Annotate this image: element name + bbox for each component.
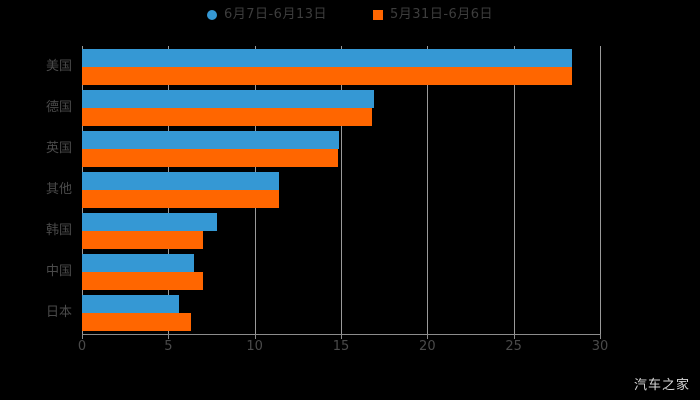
y-axis-label: 日本 bbox=[45, 305, 72, 321]
bar[interactable] bbox=[82, 295, 179, 314]
x-axis-tick-label: 25 bbox=[505, 339, 522, 354]
gridline bbox=[600, 46, 601, 334]
legend-item[interactable]: 6月7日-6月13日 bbox=[206, 7, 327, 22]
bar[interactable] bbox=[82, 213, 217, 232]
y-axis-labels: 美国德国英国其他韩国中国日本 bbox=[0, 46, 72, 334]
y-axis-label: 中国 bbox=[45, 264, 72, 280]
bar[interactable] bbox=[82, 107, 373, 126]
gridline bbox=[513, 46, 515, 334]
plot-area bbox=[82, 46, 601, 334]
bar[interactable] bbox=[82, 272, 203, 291]
gridline bbox=[341, 46, 342, 334]
watermark: 汽车之家 bbox=[633, 378, 690, 393]
legend-item[interactable]: 5月31日-6月6日 bbox=[373, 8, 493, 21]
x-axis-tick-mark bbox=[600, 334, 601, 339]
bar[interactable] bbox=[82, 48, 573, 67]
x-axis-tick-label: 10 bbox=[246, 339, 263, 354]
bar[interactable] bbox=[82, 254, 195, 273]
bar[interactable] bbox=[82, 148, 338, 167]
bar[interactable] bbox=[82, 66, 573, 85]
y-axis-label: 美国 bbox=[45, 58, 72, 74]
x-axis-tick-label: 20 bbox=[419, 339, 436, 354]
x-axis-tick-mark bbox=[168, 334, 170, 339]
gridline bbox=[427, 46, 429, 334]
bar[interactable] bbox=[82, 313, 191, 332]
x-axis-tick-mark bbox=[513, 334, 515, 339]
x-axis-tick-labels: 0 5 10 15 20 25 30 bbox=[0, 340, 700, 360]
x-axis-tick-mark bbox=[82, 334, 83, 339]
y-axis-label: 德国 bbox=[45, 99, 72, 115]
legend-swatch-circle-icon bbox=[206, 9, 217, 20]
chart-legend: 6月7日-6月13日 5月31日-6月6日 bbox=[0, 8, 700, 21]
x-axis-tick-mark bbox=[341, 334, 342, 339]
bar[interactable] bbox=[82, 190, 279, 208]
x-axis-tick-label: 5 bbox=[164, 339, 173, 354]
bar[interactable] bbox=[82, 89, 374, 108]
legend-label: 5月31日-6月6日 bbox=[390, 7, 494, 22]
legend-label: 6月7日-6月13日 bbox=[223, 7, 327, 22]
x-axis-tick-mark bbox=[427, 334, 429, 339]
x-axis-tick-mark bbox=[254, 334, 256, 339]
y-axis-label: 韩国 bbox=[45, 223, 72, 239]
x-axis-tick-label: 15 bbox=[332, 339, 350, 354]
bar[interactable] bbox=[82, 172, 279, 190]
y-axis-label: 其他 bbox=[45, 182, 72, 197]
bar[interactable] bbox=[82, 231, 203, 250]
x-axis-tick-label: 0 bbox=[77, 339, 87, 354]
x-axis-tick-label: 30 bbox=[591, 339, 609, 354]
legend-swatch-square-icon bbox=[373, 9, 383, 20]
y-axis-label: 英国 bbox=[45, 140, 72, 156]
bar[interactable] bbox=[82, 130, 340, 149]
